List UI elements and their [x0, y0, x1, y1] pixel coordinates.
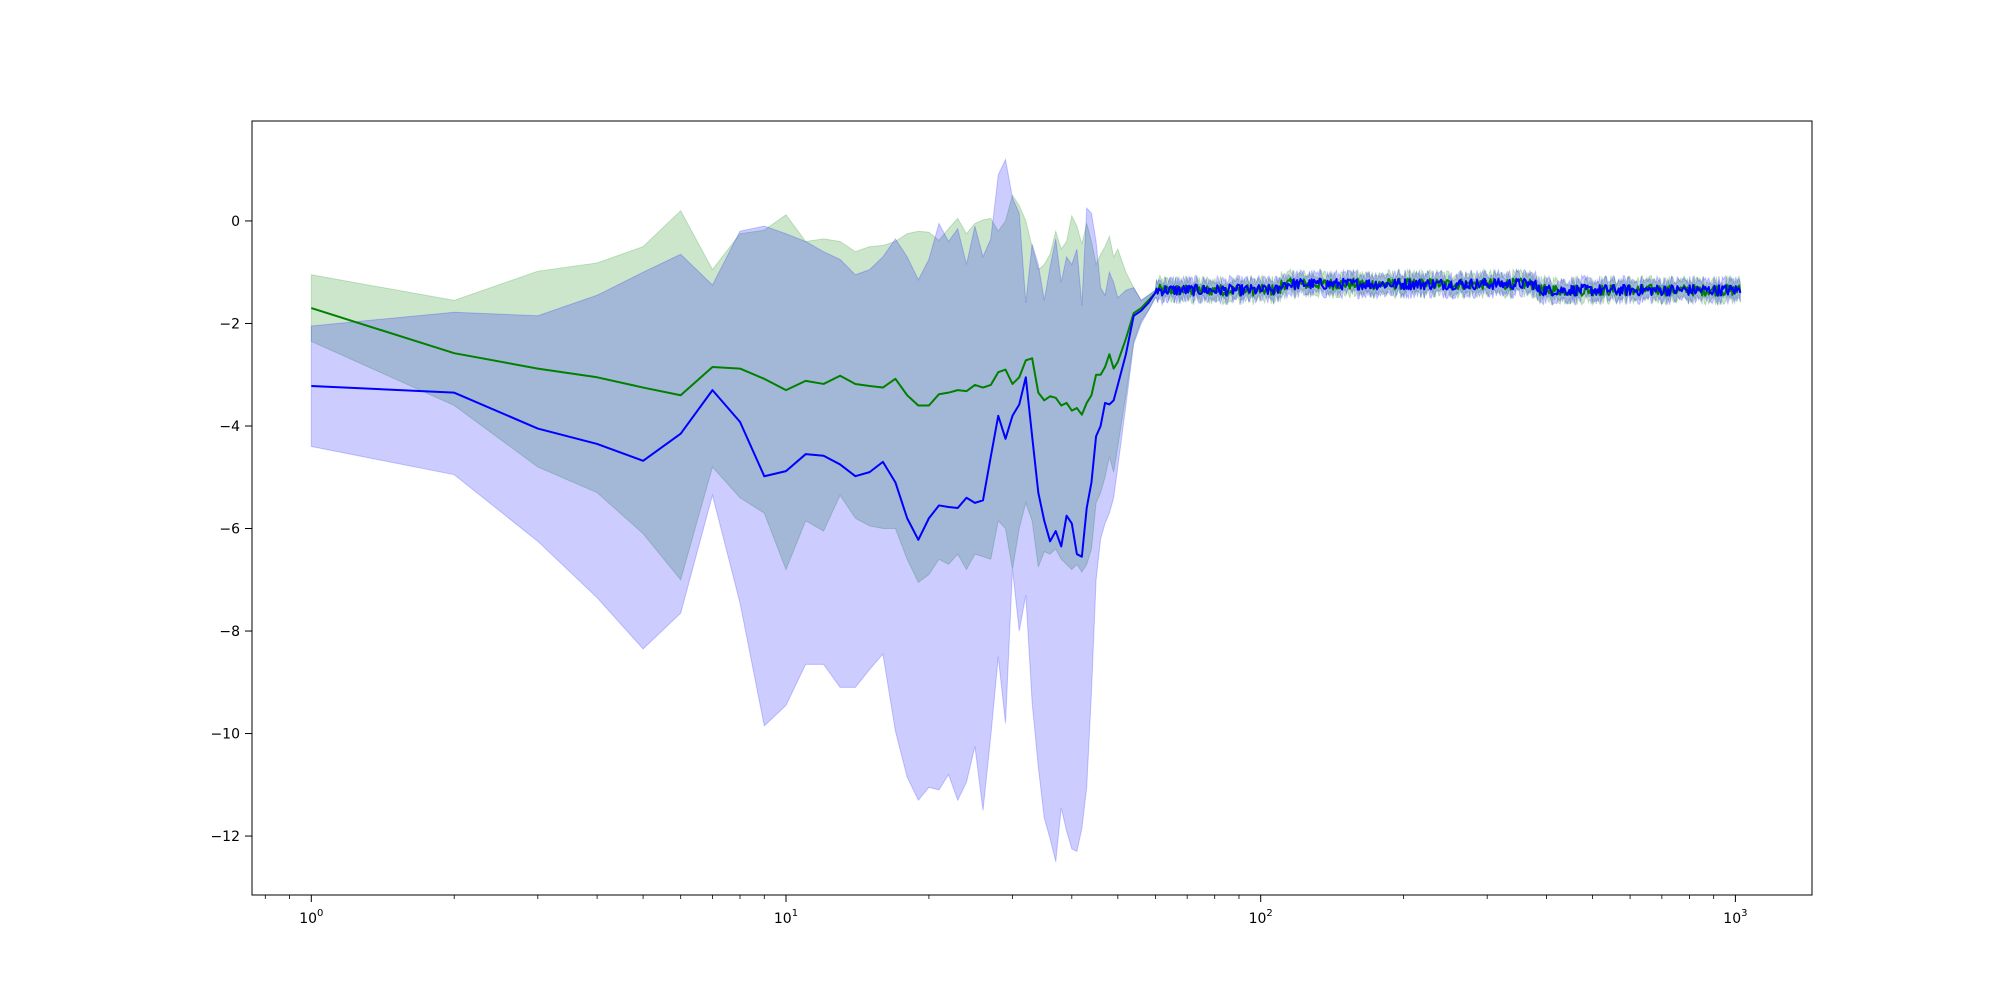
x-tick-label: 101 [774, 908, 798, 927]
y-tick-label: −2 [219, 316, 240, 332]
series-2-band [310, 157, 1741, 862]
x-tick-label: 102 [1249, 908, 1273, 927]
x-axis: 100 101 102 103 [264, 895, 1748, 927]
x-tick-label: 103 [1723, 908, 1747, 927]
series-1-band [310, 194, 1741, 584]
y-tick-label: −6 [219, 522, 240, 538]
confidence-bands [310, 157, 1741, 862]
series-2-line [311, 277, 1742, 558]
x-tick-label: 100 [299, 908, 323, 927]
y-tick-label: 0 [231, 214, 240, 230]
y-tick-label: −8 [219, 624, 240, 640]
series-lines [311, 277, 1742, 558]
plot-frame [251, 120, 1813, 896]
y-tick-label: −10 [210, 727, 240, 743]
y-tick-label: −12 [210, 829, 240, 845]
y-tick-label: −4 [219, 419, 240, 435]
y-axis: 0 −2 −4 −6 −8 −10 −12 [210, 214, 252, 845]
